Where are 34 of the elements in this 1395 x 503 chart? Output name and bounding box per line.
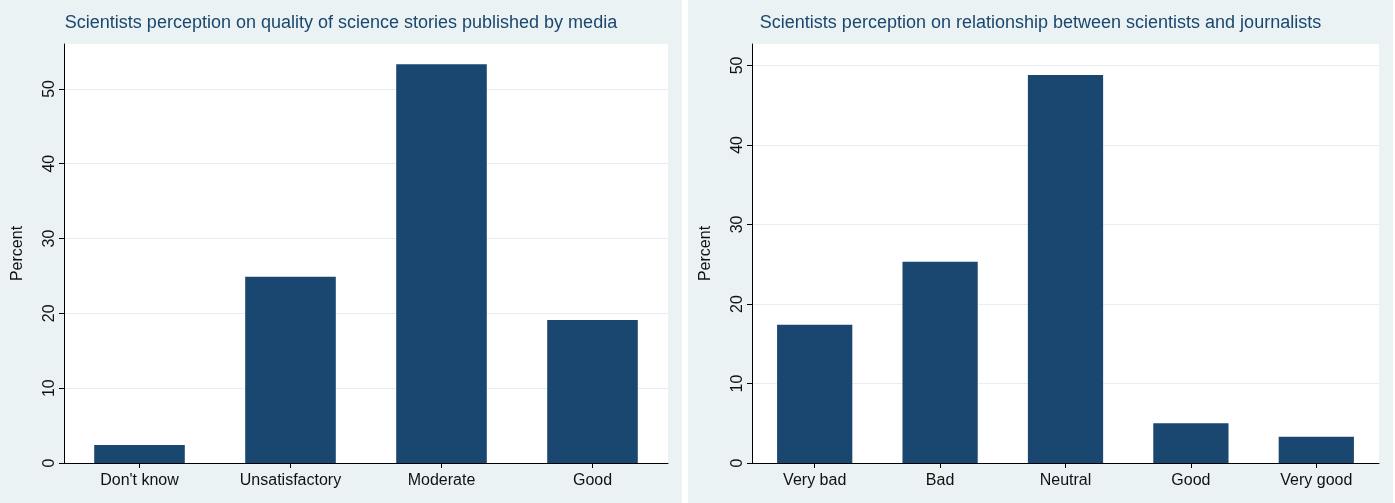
y-tick-label: 30 bbox=[727, 215, 745, 234]
x-tick-label: Neutral bbox=[1039, 470, 1092, 488]
chart-title: Scientists perception on relationship between scientists and journalists bbox=[759, 12, 1322, 32]
x-tick-label: Unsatisfactory bbox=[239, 470, 342, 488]
y-tick-label: 10 bbox=[39, 379, 57, 398]
bar bbox=[902, 261, 978, 463]
x-tick-label: Good bbox=[1171, 470, 1211, 488]
y-tick-label: 40 bbox=[39, 154, 57, 173]
bar bbox=[94, 445, 185, 463]
x-tick-label: Very bad bbox=[783, 470, 847, 488]
y-axis-title: Percent bbox=[7, 225, 25, 282]
x-tick-label: Don't know bbox=[100, 470, 180, 488]
bar bbox=[1153, 423, 1229, 463]
bar bbox=[396, 64, 487, 463]
y-tick-label: 20 bbox=[727, 294, 745, 313]
bar bbox=[1027, 75, 1104, 463]
x-tick-label: Good bbox=[572, 470, 613, 488]
y-tick-label: 0 bbox=[727, 458, 745, 468]
y-tick-label: 50 bbox=[727, 56, 745, 75]
y-tick-label: 40 bbox=[727, 135, 745, 154]
y-tick-label: 0 bbox=[39, 458, 57, 468]
x-tick-label: Very good bbox=[1280, 470, 1353, 488]
bar bbox=[245, 276, 336, 463]
y-tick-label: 20 bbox=[39, 304, 57, 323]
x-tick-label: Bad bbox=[925, 470, 955, 488]
y-tick-label: 30 bbox=[39, 229, 57, 248]
bar bbox=[777, 324, 853, 463]
y-axis-title: Percent bbox=[695, 225, 713, 282]
y-tick-label: 50 bbox=[39, 79, 57, 98]
y-tick-label: 10 bbox=[727, 374, 745, 393]
x-tick-label: Moderate bbox=[407, 470, 476, 488]
bar bbox=[1278, 436, 1354, 463]
bar bbox=[547, 320, 638, 463]
chart-title: Scientists perception on quality of science stories published by media bbox=[64, 12, 619, 32]
